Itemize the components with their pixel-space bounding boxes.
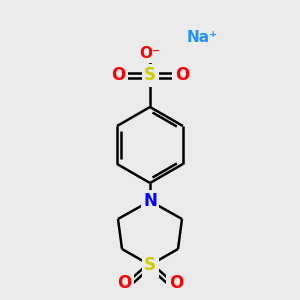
Text: N: N: [143, 192, 157, 210]
Text: O: O: [169, 274, 183, 292]
Text: O: O: [111, 66, 125, 84]
Text: O⁻: O⁻: [140, 46, 160, 61]
Text: O: O: [175, 66, 189, 84]
Text: O: O: [117, 274, 131, 292]
Text: S: S: [144, 66, 156, 84]
Text: S: S: [144, 256, 156, 274]
Text: Na⁺: Na⁺: [186, 29, 218, 44]
